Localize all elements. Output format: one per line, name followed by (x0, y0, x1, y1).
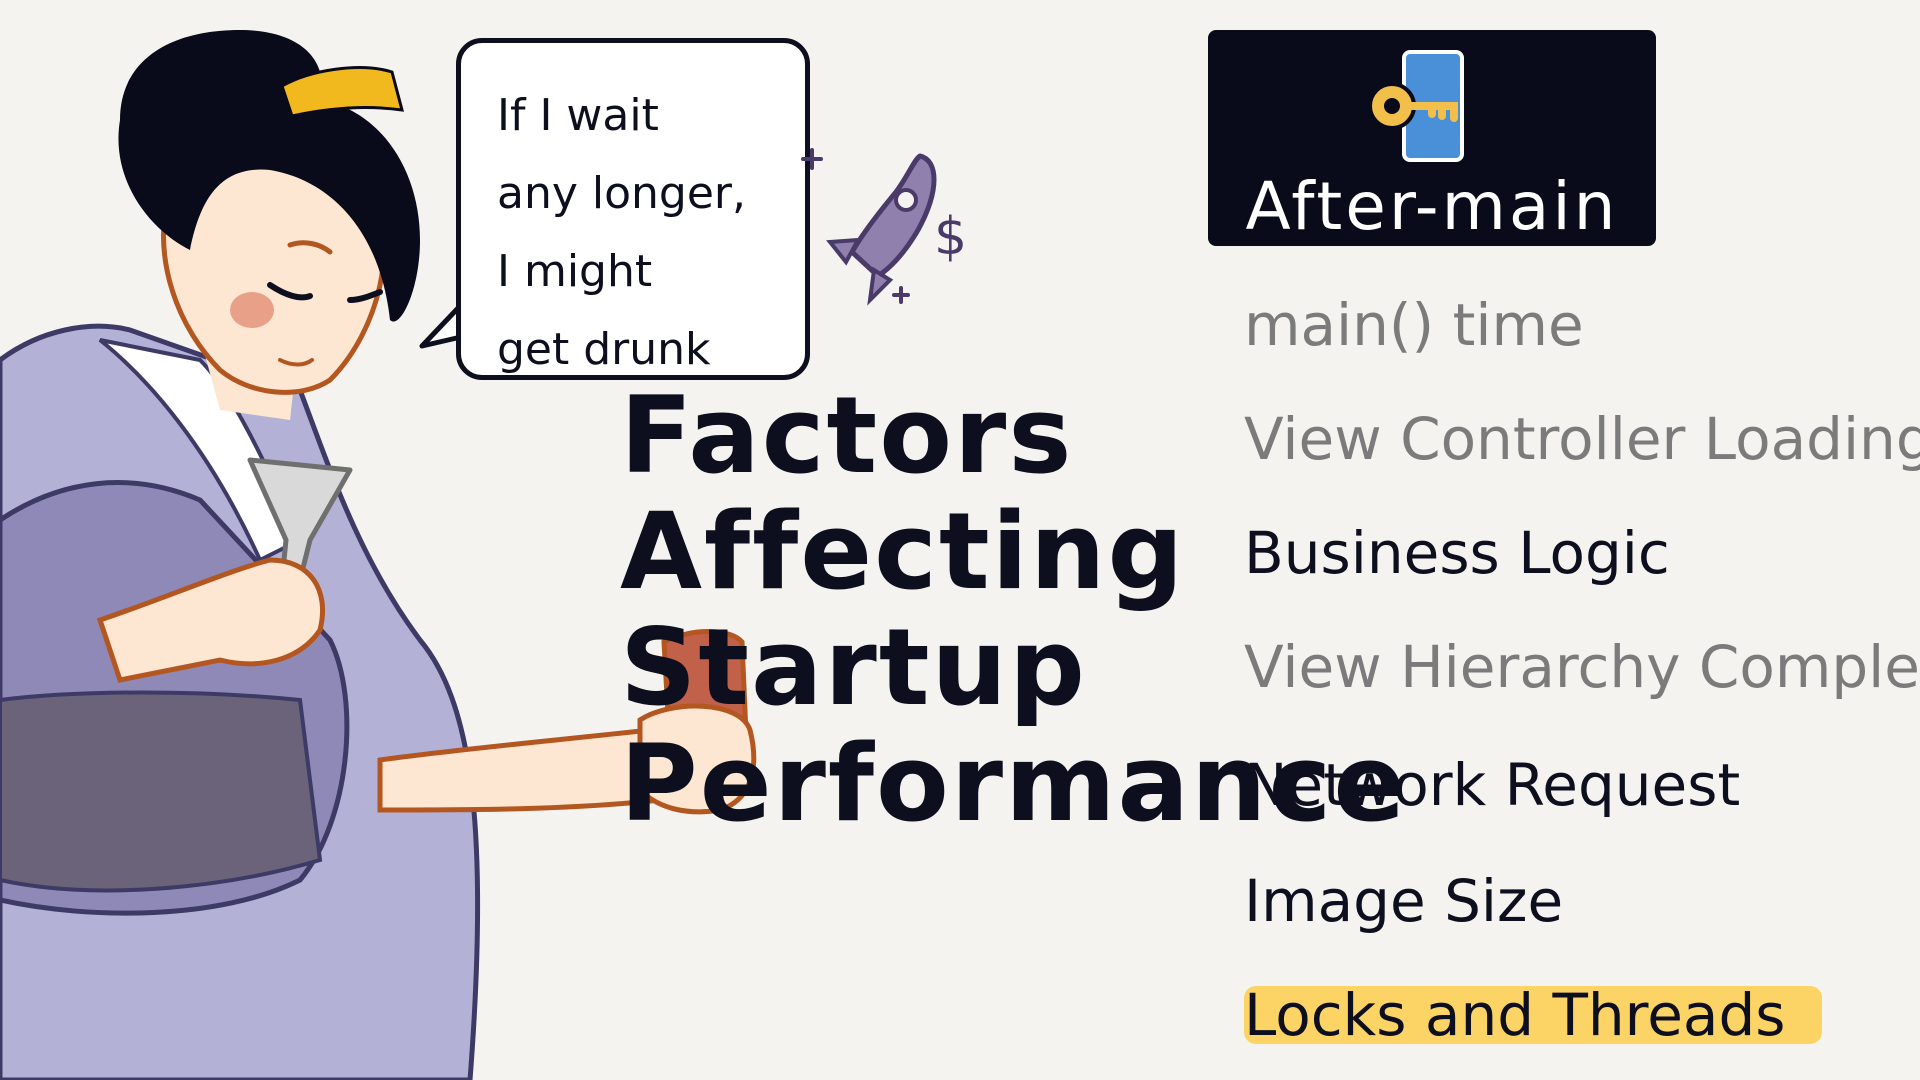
after-main-panel: After-main (1208, 30, 1656, 246)
title: Factors Affecting Startup Performance (620, 374, 1408, 845)
rocket-icon: $ (801, 148, 967, 306)
speech-bubble: If I wait any longer, I might get drunk (456, 38, 810, 380)
speech-line: If I wait (497, 90, 659, 141)
factor-locks-and-threads: Locks and Threads (1244, 981, 1786, 1049)
title-line: Affecting (620, 490, 1186, 613)
factor-business-logic: Business Logic (1244, 519, 1670, 587)
title-line: Performance (620, 722, 1408, 845)
speech-line: get drunk (497, 324, 711, 375)
eyebrow (287, 240, 333, 255)
factor-network-request: Network Request (1244, 751, 1741, 819)
mouth (278, 358, 314, 367)
title-line: Factors (620, 374, 1074, 497)
panel-title: After-main (1245, 168, 1619, 245)
kimono-obi (0, 690, 323, 893)
speech-line: I might (497, 246, 653, 297)
hand-left (96, 557, 326, 683)
factor-image-size: Image Size (1244, 867, 1564, 935)
hair-ornament (280, 66, 405, 118)
title-line: Startup (620, 606, 1087, 729)
factor-view-controller-loading: View Controller Loading (1244, 405, 1920, 473)
key-document-icon (1368, 50, 1464, 162)
highlight-marker (1244, 986, 1822, 1044)
eye-left (267, 282, 313, 301)
svg-text:$: $ (934, 207, 967, 267)
speech-line: any longer, (497, 168, 746, 219)
eye-right (347, 289, 383, 303)
factor-view-hierarchy: View Hierarchy Complex (1244, 633, 1920, 701)
kimono-woman-illustration (0, 30, 757, 1080)
hair (118, 30, 420, 322)
hand-right (637, 703, 757, 815)
factor-main-time: main() time (1244, 291, 1584, 359)
cheek-blush (230, 292, 274, 328)
